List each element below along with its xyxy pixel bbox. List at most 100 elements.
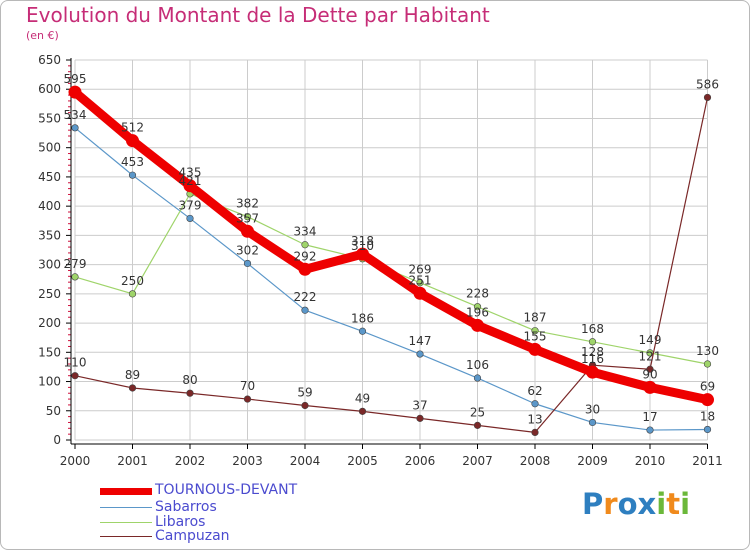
data-label: 106 [466,358,489,372]
y-tick-label: 100 [38,375,61,389]
data-point [186,389,194,397]
data-point [128,171,137,179]
x-tick-label: 2006 [405,454,436,468]
y-tick-label: 150 [38,345,61,359]
data-point [416,350,424,358]
data-point [128,290,137,298]
x-tick-label: 2007 [462,454,493,468]
data-point [413,286,427,300]
x-tick-label: 2009 [577,454,608,468]
data-point [588,338,597,346]
data-point [646,426,654,434]
data-label: 147 [409,334,432,348]
series-line-tournous-devant [70,87,712,405]
data-label: 69 [700,380,715,394]
data-label: 187 [524,311,547,325]
data-point [473,303,482,311]
x-tick-label: 2011 [692,454,723,468]
y-tick-label: 0 [53,433,61,447]
data-point [531,428,539,437]
data-label: 421 [179,174,202,188]
y-tick-label: 600 [38,82,61,96]
data-label: 251 [409,273,432,287]
legend-swatch-libaros [100,522,152,523]
data-label: 116 [581,352,604,366]
data-label: 586 [696,77,719,91]
proxiti-logo: Proxiti [582,487,690,521]
data-point [243,395,252,403]
data-point [298,262,312,276]
data-label: 149 [639,333,662,347]
data-label: 89 [125,368,140,382]
x-tick-label: 2001 [117,454,148,468]
logo-letter: x [637,487,657,521]
data-point [241,224,254,238]
x-tick-label: 2004 [290,454,321,468]
legend-swatch-campuzan [100,536,152,537]
data-point [416,279,424,287]
data-point [71,273,79,281]
data-label: 90 [642,367,657,381]
data-label: 292 [294,249,317,263]
data-label: 18 [700,409,715,423]
data-point [71,372,79,380]
data-point [128,384,137,392]
data-point [531,400,539,408]
legend-label: Sabarros [155,499,217,515]
legend-swatch-tournous-devant [100,488,152,495]
data-label: 453 [121,155,144,169]
logo-letter: o [617,487,638,521]
data-label: 222 [294,290,317,304]
chart-title: Evolution du Montant de la Dette par Hab… [26,3,490,27]
y-tick-label: 200 [38,316,61,330]
data-label: 512 [121,121,144,135]
y-tick-label: 650 [38,53,61,67]
data-label: 186 [351,311,374,325]
y-tick-label: 350 [38,228,61,242]
data-label: 379 [179,198,202,212]
data-label: 121 [639,349,662,363]
data-point [643,380,657,394]
data-label: 80 [182,373,197,387]
x-tick-label: 2010 [635,454,666,468]
data-label: 196 [466,305,489,319]
data-label: 49 [355,391,370,405]
data-label: 279 [64,257,87,271]
y-tick-label: 450 [38,170,61,184]
logo-letter: i [680,487,691,521]
data-point [703,93,712,102]
data-label: 25 [470,405,485,419]
data-label: 269 [409,263,432,277]
data-point [186,214,194,223]
chart-subtitle: (en €) [26,29,59,42]
data-label: 595 [64,72,87,86]
data-point [588,418,597,427]
data-label: 228 [466,287,489,301]
data-point [243,213,252,221]
legend-label: TOURNOUS-DEVANT [155,482,298,498]
data-label: 70 [240,379,255,393]
data-label: 37 [412,398,427,412]
data-point [528,342,542,356]
y-tick-label: 500 [38,141,61,155]
data-point [646,365,654,373]
legend-label: Campuzan [155,528,230,544]
data-label: 155 [524,329,547,343]
data-point [473,374,482,382]
logo-letter: t [666,487,681,521]
data-point [356,247,369,261]
data-label: 334 [294,225,317,239]
data-label: 59 [297,386,312,400]
data-point [183,179,197,193]
data-point [68,85,82,99]
data-point [703,425,712,434]
y-tick-label: 300 [38,258,61,272]
data-label: 318 [351,234,374,248]
data-label: 302 [236,243,259,257]
y-tick-label: 250 [38,287,61,301]
y-tick-label: 400 [38,199,61,213]
data-point [243,259,252,268]
data-label: 17 [642,410,657,424]
logo-letter: P [582,487,604,521]
data-point [416,414,424,422]
